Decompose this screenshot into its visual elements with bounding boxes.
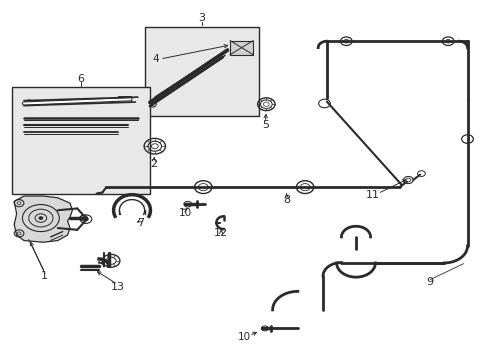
Text: 11: 11 bbox=[365, 190, 379, 200]
Bar bbox=[118, 96, 130, 102]
Bar bbox=[229, 41, 253, 55]
Text: 13: 13 bbox=[110, 283, 124, 292]
Text: 5: 5 bbox=[261, 120, 268, 130]
Text: 2: 2 bbox=[150, 159, 157, 168]
Text: 6: 6 bbox=[77, 73, 84, 84]
Text: 10: 10 bbox=[179, 208, 191, 218]
Circle shape bbox=[151, 103, 154, 105]
Text: 10: 10 bbox=[238, 332, 250, 342]
Text: 9: 9 bbox=[426, 278, 433, 288]
Text: 12: 12 bbox=[214, 228, 228, 238]
Text: 8: 8 bbox=[283, 195, 290, 205]
Text: 7: 7 bbox=[137, 219, 143, 228]
Circle shape bbox=[39, 217, 43, 220]
Text: 4: 4 bbox=[152, 54, 158, 64]
Polygon shape bbox=[14, 196, 72, 242]
Bar bbox=[12, 87, 150, 194]
Text: 1: 1 bbox=[41, 271, 48, 281]
Bar bbox=[145, 27, 259, 116]
Text: 3: 3 bbox=[198, 13, 205, 23]
